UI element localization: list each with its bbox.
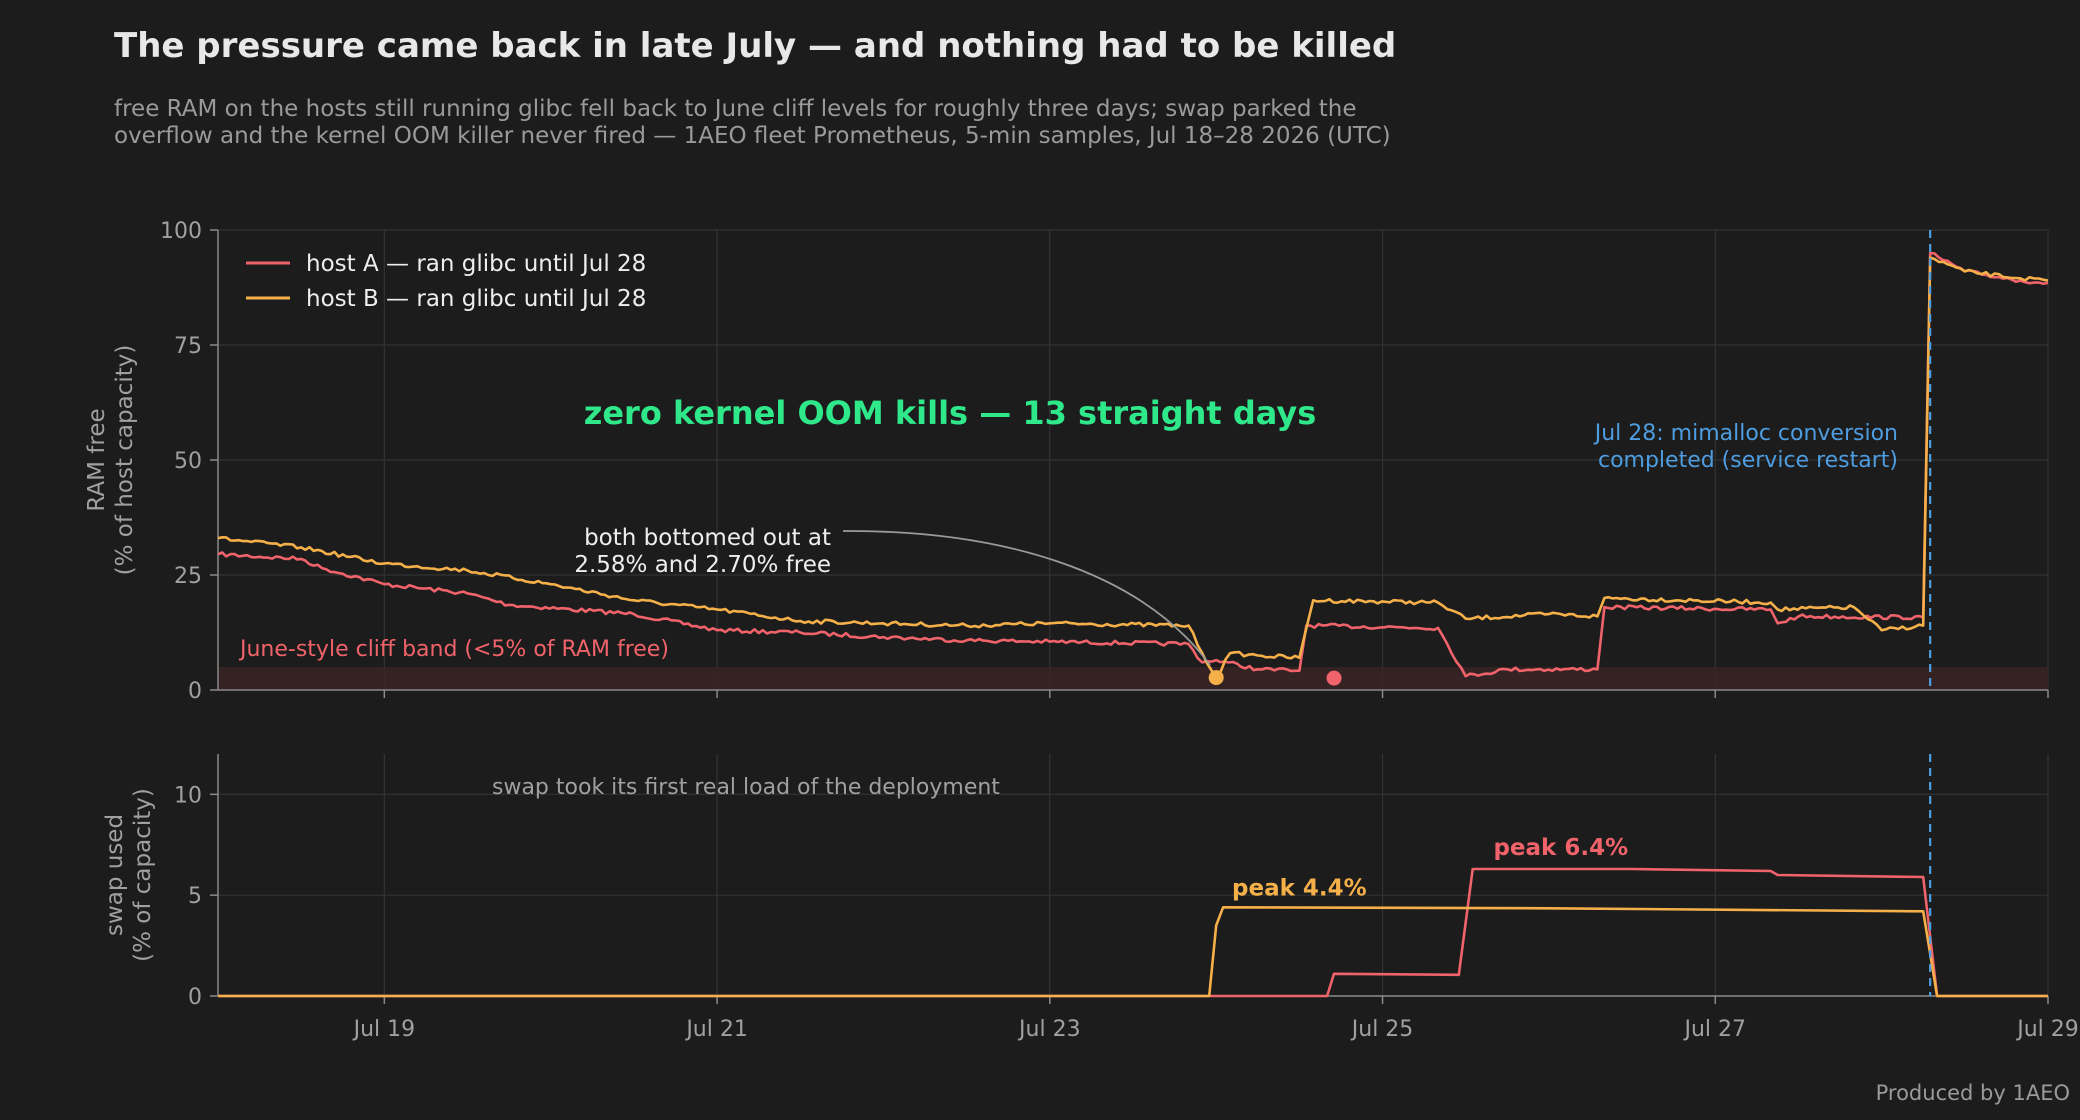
legend-label-host-a: host A — ran glibc until Jul 28 [306,251,646,277]
swap-xtick-label: Jul 29 [2015,1017,2079,1042]
cliff-band [218,667,2048,690]
cliff-band-label: June-style cliff band (<5% of RAM free) [238,637,669,662]
swap-annotation: swap took its first real load of the dep… [492,775,1000,800]
swap-xtick-label: Jul 25 [1350,1017,1414,1042]
conversion-line: completed (service restart) [1598,448,1898,473]
swap-ytick-label: 10 [174,783,202,808]
ram-ylabel: RAM free(% of host capacity) [84,345,138,576]
ram-ytick-label: 25 [174,564,202,589]
swap-ytick-label: 0 [188,985,202,1010]
swap-ylabel: swap used(% of capacity) [102,788,156,962]
swap-line-host-b [218,906,2048,998]
swap-line-host-a [218,867,2048,998]
ram-line-host-b [217,256,2049,679]
ram-ytick-label: 0 [188,679,202,704]
minimum-marker-host-b [1208,670,1224,686]
ram-ytick-label: 50 [174,449,202,474]
swap-ylabel-line: (% of capacity) [130,788,156,962]
swap-ytick-label: 5 [188,884,202,909]
swap-xtick-label: Jul 21 [684,1017,748,1042]
credit-text: Produced by 1AEO [1875,1081,2070,1105]
oom-banner: zero kernel OOM kills — 13 straight days [584,394,1317,432]
swap-xtick-label: Jul 27 [1683,1017,1747,1042]
subtitle-line-2: overflow and the kernel OOM killer never… [114,123,1391,149]
subtitle-line-1: free RAM on the hosts still running glib… [114,96,1357,122]
ram-ylabel-line: (% of host capacity) [112,345,138,576]
legend-label-host-b: host B — ran glibc until Jul 28 [306,286,646,312]
conversion-line: Jul 28: mimalloc conversion [1593,421,1898,446]
chart-title: The pressure came back in late July — an… [114,26,1397,66]
ram-panel: 0 25 50 75 100 June-style cliff band (<5% of … [84,219,2049,704]
ram-ytick-label: 100 [160,219,202,244]
swap-xtick-label: Jul 23 [1017,1017,1081,1042]
chart-subtitle: free RAM on the hosts still running glib… [114,96,1614,150]
peak-label-host-b: peak 4.4% [1232,875,1367,901]
bottomed-out-arrow [842,530,1211,666]
swap-panel: 0 5 10 Jul 19 Jul 21 Jul 23 Jul 25 Jul 27 Jul 29… [102,754,2079,1042]
minimum-marker-host-a [1326,670,1342,686]
ram-line-host-a [217,251,2049,678]
ram-ytick-label: 75 [174,334,202,359]
swap-ylabel-line: swap used [102,814,128,936]
bottomed-out-line: 2.58% and 2.70% free [574,552,831,578]
bottomed-out-annotation: both bottomed out at 2.58% and 2.70% free [574,525,831,578]
peak-label-host-a: peak 6.4% [1493,835,1628,861]
swap-xtick-label: Jul 19 [352,1017,416,1042]
bottomed-out-line: both bottomed out at [584,525,831,551]
conversion-annotation: Jul 28: mimalloc conversion completed (se… [1593,421,1898,473]
ram-ylabel-line: RAM free [84,408,110,511]
